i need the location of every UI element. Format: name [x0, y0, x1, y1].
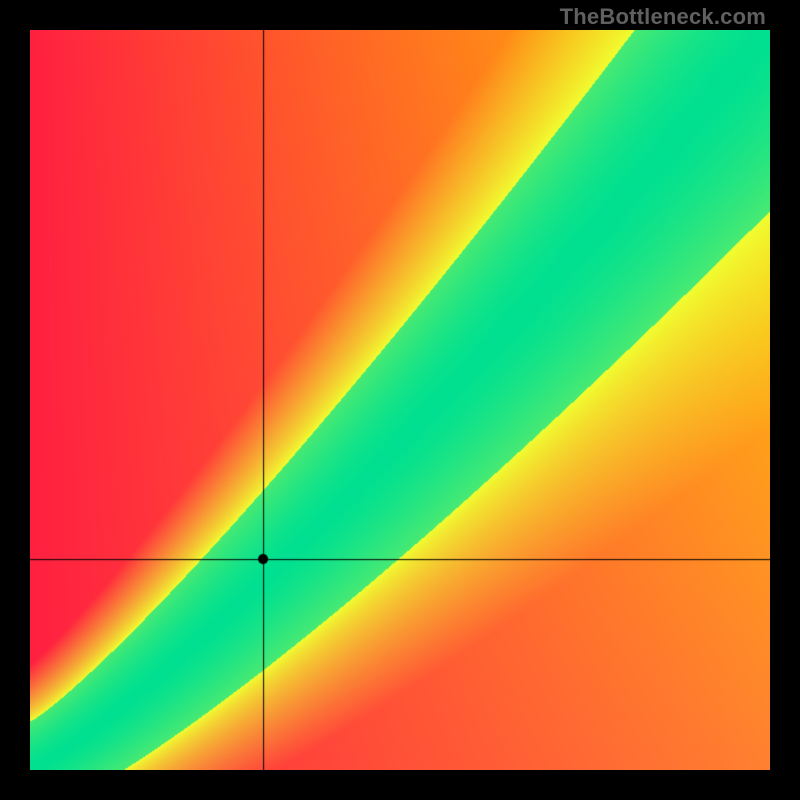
watermark-text: TheBottleneck.com: [560, 4, 766, 30]
chart-frame: TheBottleneck.com: [0, 0, 800, 800]
heatmap-canvas-wrap: [30, 30, 770, 770]
heatmap-canvas: [30, 30, 770, 770]
